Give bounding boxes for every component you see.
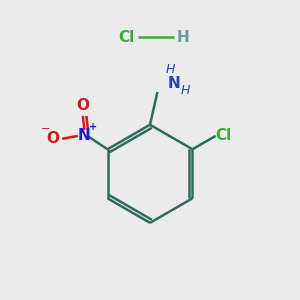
Text: +: + bbox=[89, 122, 97, 132]
Text: −: − bbox=[40, 124, 50, 134]
Text: Cl: Cl bbox=[215, 128, 231, 143]
Text: H: H bbox=[176, 30, 189, 45]
Text: N: N bbox=[78, 128, 91, 143]
Text: O: O bbox=[76, 98, 89, 113]
Text: N: N bbox=[167, 76, 180, 91]
Text: O: O bbox=[46, 131, 59, 146]
Text: Cl: Cl bbox=[118, 30, 134, 45]
Text: H: H bbox=[166, 63, 176, 76]
Text: H: H bbox=[181, 84, 190, 97]
